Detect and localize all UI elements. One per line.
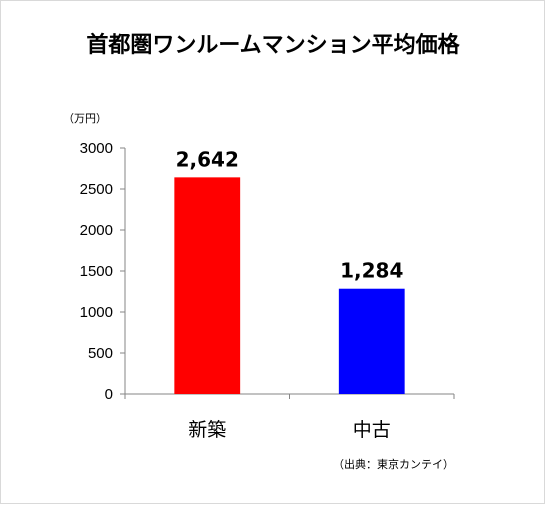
source-note: （出典：東京カンテイ）	[333, 457, 454, 471]
bar	[338, 288, 405, 394]
plot-area: 0 500 1000 1500 2000 2500 3000 2,642 新築 1,284 中古	[80, 140, 455, 441]
y-tick-label: 500	[88, 345, 113, 362]
y-axis-unit-label: （万円）	[63, 112, 107, 125]
x-category-label: 新築	[188, 419, 226, 441]
bar	[174, 177, 241, 394]
y-tick-label: 3000	[80, 140, 113, 157]
data-label: 1,284	[340, 259, 403, 283]
x-category-label: 中古	[353, 419, 391, 441]
y-tick-label: 2000	[80, 222, 113, 239]
y-tick-label: 0	[105, 386, 113, 403]
y-tick-label: 1000	[80, 304, 113, 321]
chart-title: 首都圏ワンルームマンション平均価格	[86, 32, 460, 58]
y-tick-label: 1500	[80, 263, 113, 280]
data-label: 2,642	[176, 147, 239, 171]
y-tick-label: 2500	[80, 181, 113, 198]
